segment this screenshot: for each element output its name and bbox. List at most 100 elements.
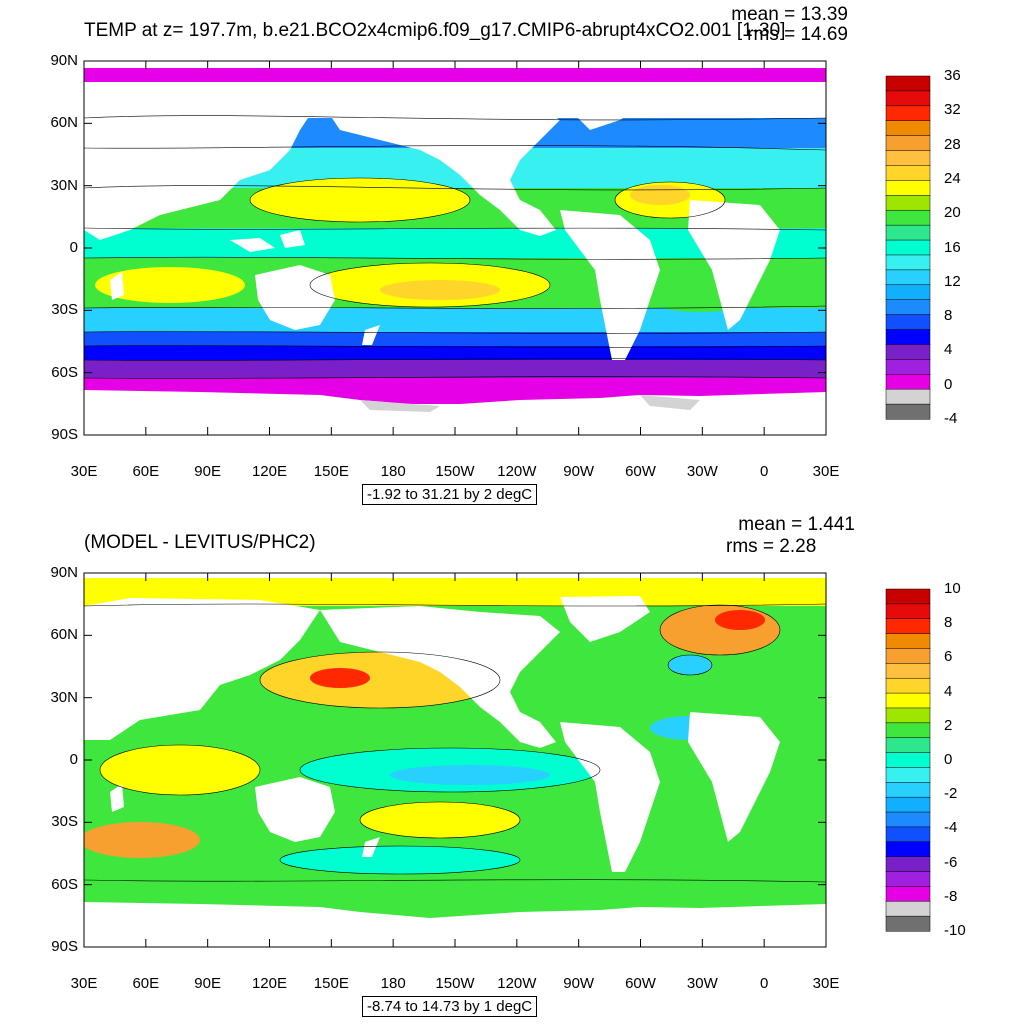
colorbar-swatch bbox=[885, 633, 931, 650]
colorbar-swatch bbox=[885, 886, 931, 902]
lon-tick-label: 90W bbox=[563, 463, 595, 480]
lon-tick-label: 120E bbox=[251, 975, 288, 992]
lon-tick-label: 150W bbox=[435, 975, 475, 992]
colorbar-tick-label: 4 bbox=[944, 341, 953, 359]
colorbar-swatch bbox=[885, 901, 931, 917]
bottom-map-field bbox=[84, 573, 826, 947]
colorbar-swatch bbox=[885, 752, 931, 768]
colorbar-tick-label: 8 bbox=[944, 307, 953, 325]
lon-tick-label: 30E bbox=[812, 463, 840, 480]
lon-tick-label: 30W bbox=[686, 975, 718, 992]
lon-tick-label: 60E bbox=[132, 975, 160, 992]
lat-tick-label: 0 bbox=[69, 239, 78, 256]
colorbar-swatch bbox=[885, 269, 931, 286]
lon-tick-label: 0 bbox=[759, 975, 769, 992]
colorbar-swatch bbox=[885, 737, 931, 754]
colorbar-tick-label: -2 bbox=[944, 785, 958, 803]
colorbar-tick-label: 0 bbox=[944, 751, 953, 768]
colorbar-tick-label: 6 bbox=[944, 648, 953, 666]
colorbar-swatch bbox=[885, 150, 931, 167]
colorbar-swatch bbox=[885, 677, 931, 694]
top-map-title: TEMP at z= 197.7m, b.e21.BCO2x4cmip6.f09… bbox=[84, 20, 786, 41]
lon-tick-label: 150E bbox=[313, 975, 349, 992]
colorbar-swatch bbox=[885, 588, 931, 605]
lon-tick-label: 150E bbox=[313, 463, 349, 480]
colorbar-swatch bbox=[885, 841, 931, 858]
colorbar-swatch bbox=[885, 403, 931, 420]
colorbar-tick-label: 16 bbox=[944, 238, 961, 256]
lon-tick-label: 150W bbox=[435, 463, 475, 480]
colorbar-swatch bbox=[885, 284, 931, 301]
bottom-rms-label: rms = 2.28 bbox=[726, 536, 817, 557]
colorbar-swatch bbox=[885, 374, 931, 390]
colorbar-tick-label: -4 bbox=[944, 410, 958, 427]
lat-tick-label: 60S bbox=[51, 363, 78, 381]
colorbar-tick-label: -10 bbox=[944, 922, 966, 939]
colorbar-tick-label: 28 bbox=[944, 135, 961, 153]
colorbar-swatch bbox=[885, 692, 931, 709]
lon-tick-label: 180 bbox=[380, 463, 406, 480]
lon-tick-label: 30E bbox=[812, 975, 840, 992]
colorbar-swatch bbox=[885, 239, 931, 256]
colorbar-swatch bbox=[885, 209, 931, 226]
lat-tick-label: 30N bbox=[50, 688, 78, 706]
colorbar-swatch bbox=[885, 648, 931, 664]
lat-tick-label: 90N bbox=[50, 564, 78, 581]
colorbar-swatch bbox=[885, 135, 931, 152]
colorbar-tick-label: 0 bbox=[944, 375, 953, 393]
lon-tick-label: 60W bbox=[625, 975, 656, 992]
colorbar-swatch bbox=[885, 180, 931, 196]
colorbar-swatch bbox=[885, 165, 931, 181]
colorbar-tick-label: -6 bbox=[944, 853, 958, 871]
top-colorbar bbox=[885, 75, 931, 420]
bottom-colorbar bbox=[885, 588, 931, 932]
colorbar-swatch bbox=[885, 782, 931, 798]
colorbar-swatch bbox=[885, 75, 931, 92]
top-range-box: -1.92 to 31.21 by 2 degC bbox=[362, 484, 538, 505]
lat-tick-label: 60S bbox=[51, 875, 78, 893]
bottom-map-title: (MODEL - LEVITUS/PHC2) bbox=[84, 532, 316, 553]
lat-tick-label: 30S bbox=[51, 301, 78, 319]
lon-tick-label: 0 bbox=[759, 463, 769, 480]
top-map-field bbox=[84, 61, 826, 435]
colorbar-swatch bbox=[885, 767, 931, 783]
colorbar-swatch bbox=[885, 796, 931, 813]
top-rms-label: rms = 14.69 bbox=[747, 24, 848, 45]
lon-tick-label: 30E bbox=[70, 463, 98, 480]
lat-tick-label: 60N bbox=[50, 626, 78, 644]
colorbar-tick-label: 2 bbox=[944, 716, 953, 734]
colorbar-swatch bbox=[885, 105, 931, 122]
lat-tick-label: 90N bbox=[50, 52, 78, 69]
colorbar-tick-label: 24 bbox=[944, 169, 961, 187]
colorbar-swatch bbox=[885, 722, 931, 739]
lon-tick-label: 60W bbox=[625, 463, 656, 480]
colorbar-swatch bbox=[885, 299, 931, 316]
lon-tick-label: 60E bbox=[132, 463, 160, 480]
colorbar-tick-label: 8 bbox=[944, 614, 953, 632]
colorbar-swatch bbox=[885, 120, 931, 137]
colorbar-swatch bbox=[885, 663, 931, 679]
lon-tick-label: 90W bbox=[563, 975, 595, 992]
colorbar-swatch bbox=[885, 603, 931, 620]
colorbar-swatch bbox=[885, 314, 931, 331]
lon-tick-label: 120W bbox=[497, 463, 537, 480]
colorbar-swatch bbox=[885, 344, 931, 360]
lon-tick-label: 90E bbox=[194, 463, 221, 480]
colorbar-swatch bbox=[885, 871, 931, 887]
colorbar-swatch bbox=[885, 826, 931, 843]
colorbar-tick-label: -4 bbox=[944, 819, 958, 837]
lat-tick-label: 30S bbox=[51, 813, 78, 831]
colorbar-tick-label: 36 bbox=[944, 67, 961, 84]
lon-tick-label: 180 bbox=[380, 975, 406, 992]
lat-tick-label: 90S bbox=[51, 426, 78, 443]
colorbar-tick-label: 32 bbox=[944, 101, 961, 119]
colorbar-swatch bbox=[885, 707, 931, 724]
colorbar-swatch bbox=[885, 329, 931, 345]
colorbar-swatch bbox=[885, 388, 931, 405]
colorbar-swatch bbox=[885, 618, 931, 635]
lat-tick-label: 30N bbox=[50, 176, 78, 194]
colorbar-swatch bbox=[885, 856, 931, 873]
colorbar-swatch bbox=[885, 359, 931, 375]
colorbar-tick-label: 20 bbox=[944, 204, 961, 222]
